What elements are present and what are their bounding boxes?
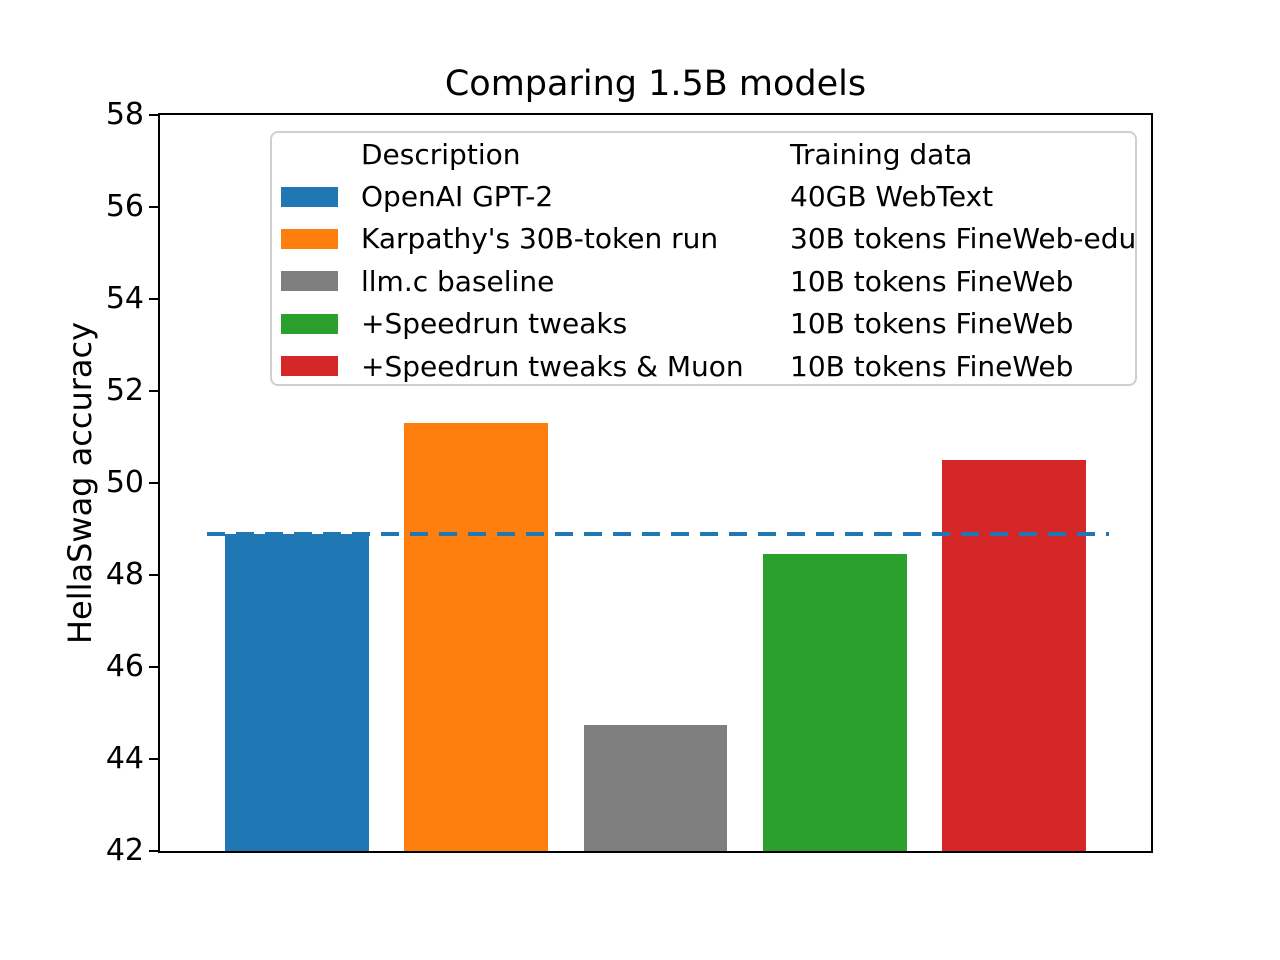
legend-header-row: Description Training data [281, 133, 1135, 175]
y-tick-label: 42 [105, 833, 144, 868]
y-tick-mark [149, 390, 158, 392]
plot-area: Description Training data OpenAI GPT-2 4… [158, 113, 1153, 853]
legend-row: OpenAI GPT-2 40GB WebText [281, 175, 1135, 217]
y-tick-label: 44 [105, 741, 144, 776]
legend-description: Karpathy's 30B-token run [361, 222, 719, 256]
legend-row: +Speedrun tweaks & Muon 10B tokens FineW… [281, 345, 1135, 387]
y-tick-mark [149, 574, 158, 576]
legend-swatch [281, 356, 338, 377]
legend-description: llm.c baseline [361, 264, 555, 298]
y-tick-mark [149, 114, 158, 116]
legend-row: llm.c baseline 10B tokens FineWeb [281, 260, 1135, 302]
legend-header-training-data: Training data [790, 137, 973, 171]
y-tick-mark [149, 298, 158, 300]
bar-openai-gpt-2 [225, 533, 369, 851]
legend-description: +Speedrun tweaks & Muon [361, 349, 744, 383]
y-tick-mark [149, 666, 158, 668]
chart-title: Comparing 1.5B models [444, 64, 867, 104]
y-tick-label: 50 [105, 465, 144, 500]
y-tick-label: 56 [105, 189, 144, 224]
legend-training-data: 40GB WebText [790, 180, 994, 214]
reference-dashed-line [207, 531, 1109, 536]
legend-swatch [281, 313, 338, 334]
legend-swatch [281, 186, 338, 207]
bar-speedrun-tweaks [763, 554, 907, 851]
legend-header-description: Description [361, 137, 521, 171]
legend-training-data: 30B tokens FineWeb-edu [790, 222, 1137, 256]
y-tick-mark [149, 482, 158, 484]
legend-swatch-spacer [281, 144, 338, 164]
y-tick-label: 46 [105, 649, 144, 684]
y-tick-mark [149, 850, 158, 852]
y-tick-label: 52 [105, 373, 144, 408]
legend-training-data: 10B tokens FineWeb [790, 307, 1074, 341]
legend-row: Karpathy's 30B-token run 30B tokens Fine… [281, 218, 1137, 260]
bar-karpathy-s-30b-token-run [404, 423, 548, 851]
bar-speedrun-tweaks-muon [942, 460, 1086, 851]
y-tick-mark [149, 758, 158, 760]
y-tick-label: 48 [105, 557, 144, 592]
y-tick-label: 58 [105, 97, 144, 132]
legend-row: +Speedrun tweaks 10B tokens FineWeb [281, 303, 1135, 345]
legend-description: OpenAI GPT-2 [361, 180, 554, 214]
legend-swatch [281, 228, 338, 249]
legend-description: +Speedrun tweaks [361, 307, 628, 341]
legend-training-data: 10B tokens FineWeb [790, 349, 1074, 383]
y-tick-mark [149, 206, 158, 208]
legend: Description Training data OpenAI GPT-2 4… [270, 131, 1137, 386]
legend-swatch [281, 271, 338, 292]
y-tick-label: 54 [105, 281, 144, 316]
bar-llm-c-baseline [583, 724, 728, 851]
legend-training-data: 10B tokens FineWeb [790, 264, 1074, 298]
